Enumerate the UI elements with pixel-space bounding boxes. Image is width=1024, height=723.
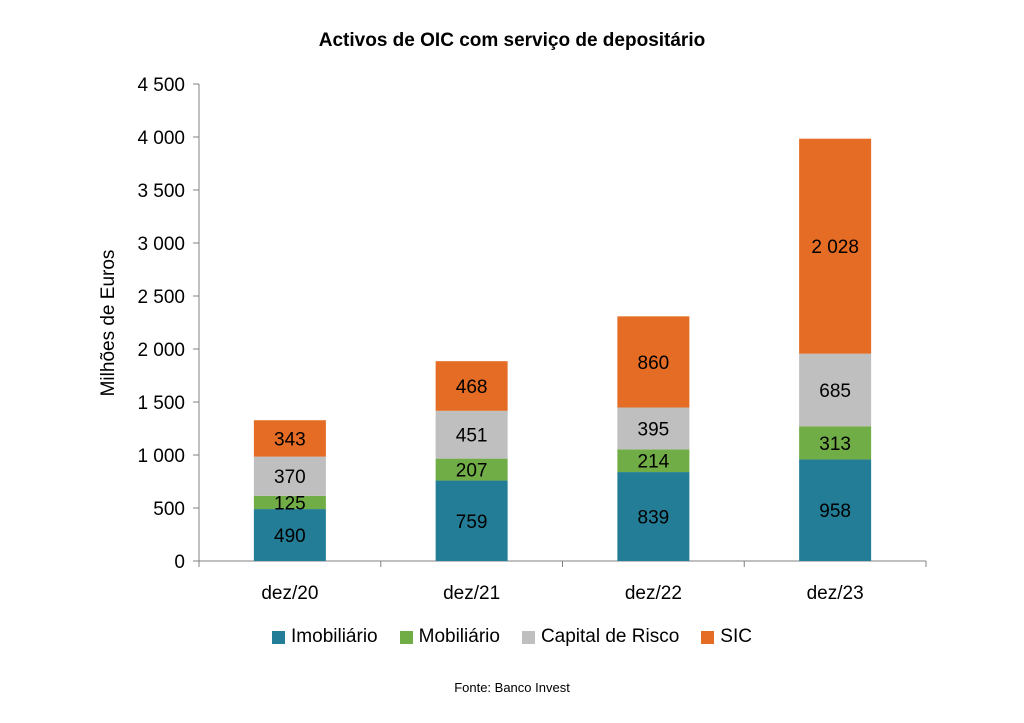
data-label: 685: [819, 381, 851, 402]
bar-segment: [435, 361, 508, 411]
data-label: 313: [819, 434, 851, 455]
bar-segment: [617, 316, 690, 408]
y-tick-label: 3 000: [137, 234, 185, 255]
legend-swatch: [272, 630, 286, 644]
chart-title: Activos de OIC com serviço de depositári…: [318, 30, 706, 51]
data-label: 759: [456, 512, 488, 533]
x-axis: dez/20 dez/21 dez/22 dez/23: [198, 560, 927, 604]
data-label: 207: [456, 461, 488, 482]
bar-segment: [435, 480, 508, 561]
x-tick-label: dez/23: [807, 583, 864, 604]
data-label: 468: [456, 377, 488, 398]
y-tick-label: 1 000: [137, 446, 185, 467]
legend-item: Capital de Risco: [521, 626, 680, 648]
y-tick-label: 4 000: [137, 128, 185, 149]
data-label: 214: [638, 452, 670, 473]
y-tick-label: 1 500: [137, 393, 185, 414]
legend-item: Mobiliário: [399, 626, 500, 648]
bar-segment: [799, 353, 872, 427]
bar-segment: [435, 458, 508, 481]
bar-segment: [617, 472, 690, 561]
data-label: 395: [638, 419, 670, 440]
legend: Imobiliário Mobiliário Capital de Risco SIC: [0, 626, 1024, 648]
y-axis: 0 500 1 000 1 500 2 000 2 500 3 000 3 500 4 000 4…: [137, 75, 200, 573]
x-tick-label: dez/21: [443, 583, 500, 604]
y-axis-label: Milhões de Euros: [98, 250, 119, 397]
y-tick-label: 500: [153, 499, 185, 520]
data-label: 958: [819, 501, 851, 522]
y-tick-label: 2 500: [137, 287, 185, 308]
y-tick-label: 2 000: [137, 340, 185, 361]
legend-label: SIC: [720, 626, 752, 647]
y-tick-label: 4 500: [137, 75, 185, 96]
data-label: 860: [638, 353, 670, 374]
bar-segment: [253, 495, 326, 510]
legend-label: Imobiliário: [291, 626, 378, 647]
bar-segment: [617, 407, 690, 450]
data-label: 2 028: [811, 237, 859, 258]
bar-segment: [799, 138, 872, 354]
bar-segment: [253, 456, 326, 496]
data-label: 343: [274, 429, 306, 450]
y-tick-label: 3 500: [137, 181, 185, 202]
data-label: 370: [274, 467, 306, 488]
x-tick-label: dez/22: [625, 583, 682, 604]
data-label: 839: [638, 508, 670, 529]
source-note: Fonte: Banco Invest: [454, 680, 570, 695]
x-tick-label: dez/20: [261, 583, 318, 604]
data-label: 125: [274, 493, 306, 514]
legend-item: Imobiliário: [272, 626, 378, 648]
bar-segment: [253, 509, 326, 561]
y-tick-label: 0: [174, 552, 185, 573]
legend-swatch: [521, 630, 535, 644]
bar-segment: [617, 449, 690, 473]
legend-swatch: [399, 630, 413, 644]
bar-segment: [799, 459, 872, 561]
legend-label: Capital de Risco: [540, 626, 680, 647]
bar-segment: [799, 426, 872, 460]
bars: 490 125 370 343 759 207 451 468 839 214 395 860 958 3…: [253, 138, 872, 561]
bar-segment: [435, 410, 508, 459]
legend-label: Mobiliário: [418, 626, 500, 647]
legend-item: SIC: [701, 626, 752, 648]
bar-segment: [253, 420, 326, 457]
data-label: 490: [274, 526, 306, 547]
data-label: 451: [456, 426, 488, 447]
legend-swatch: [701, 630, 715, 644]
